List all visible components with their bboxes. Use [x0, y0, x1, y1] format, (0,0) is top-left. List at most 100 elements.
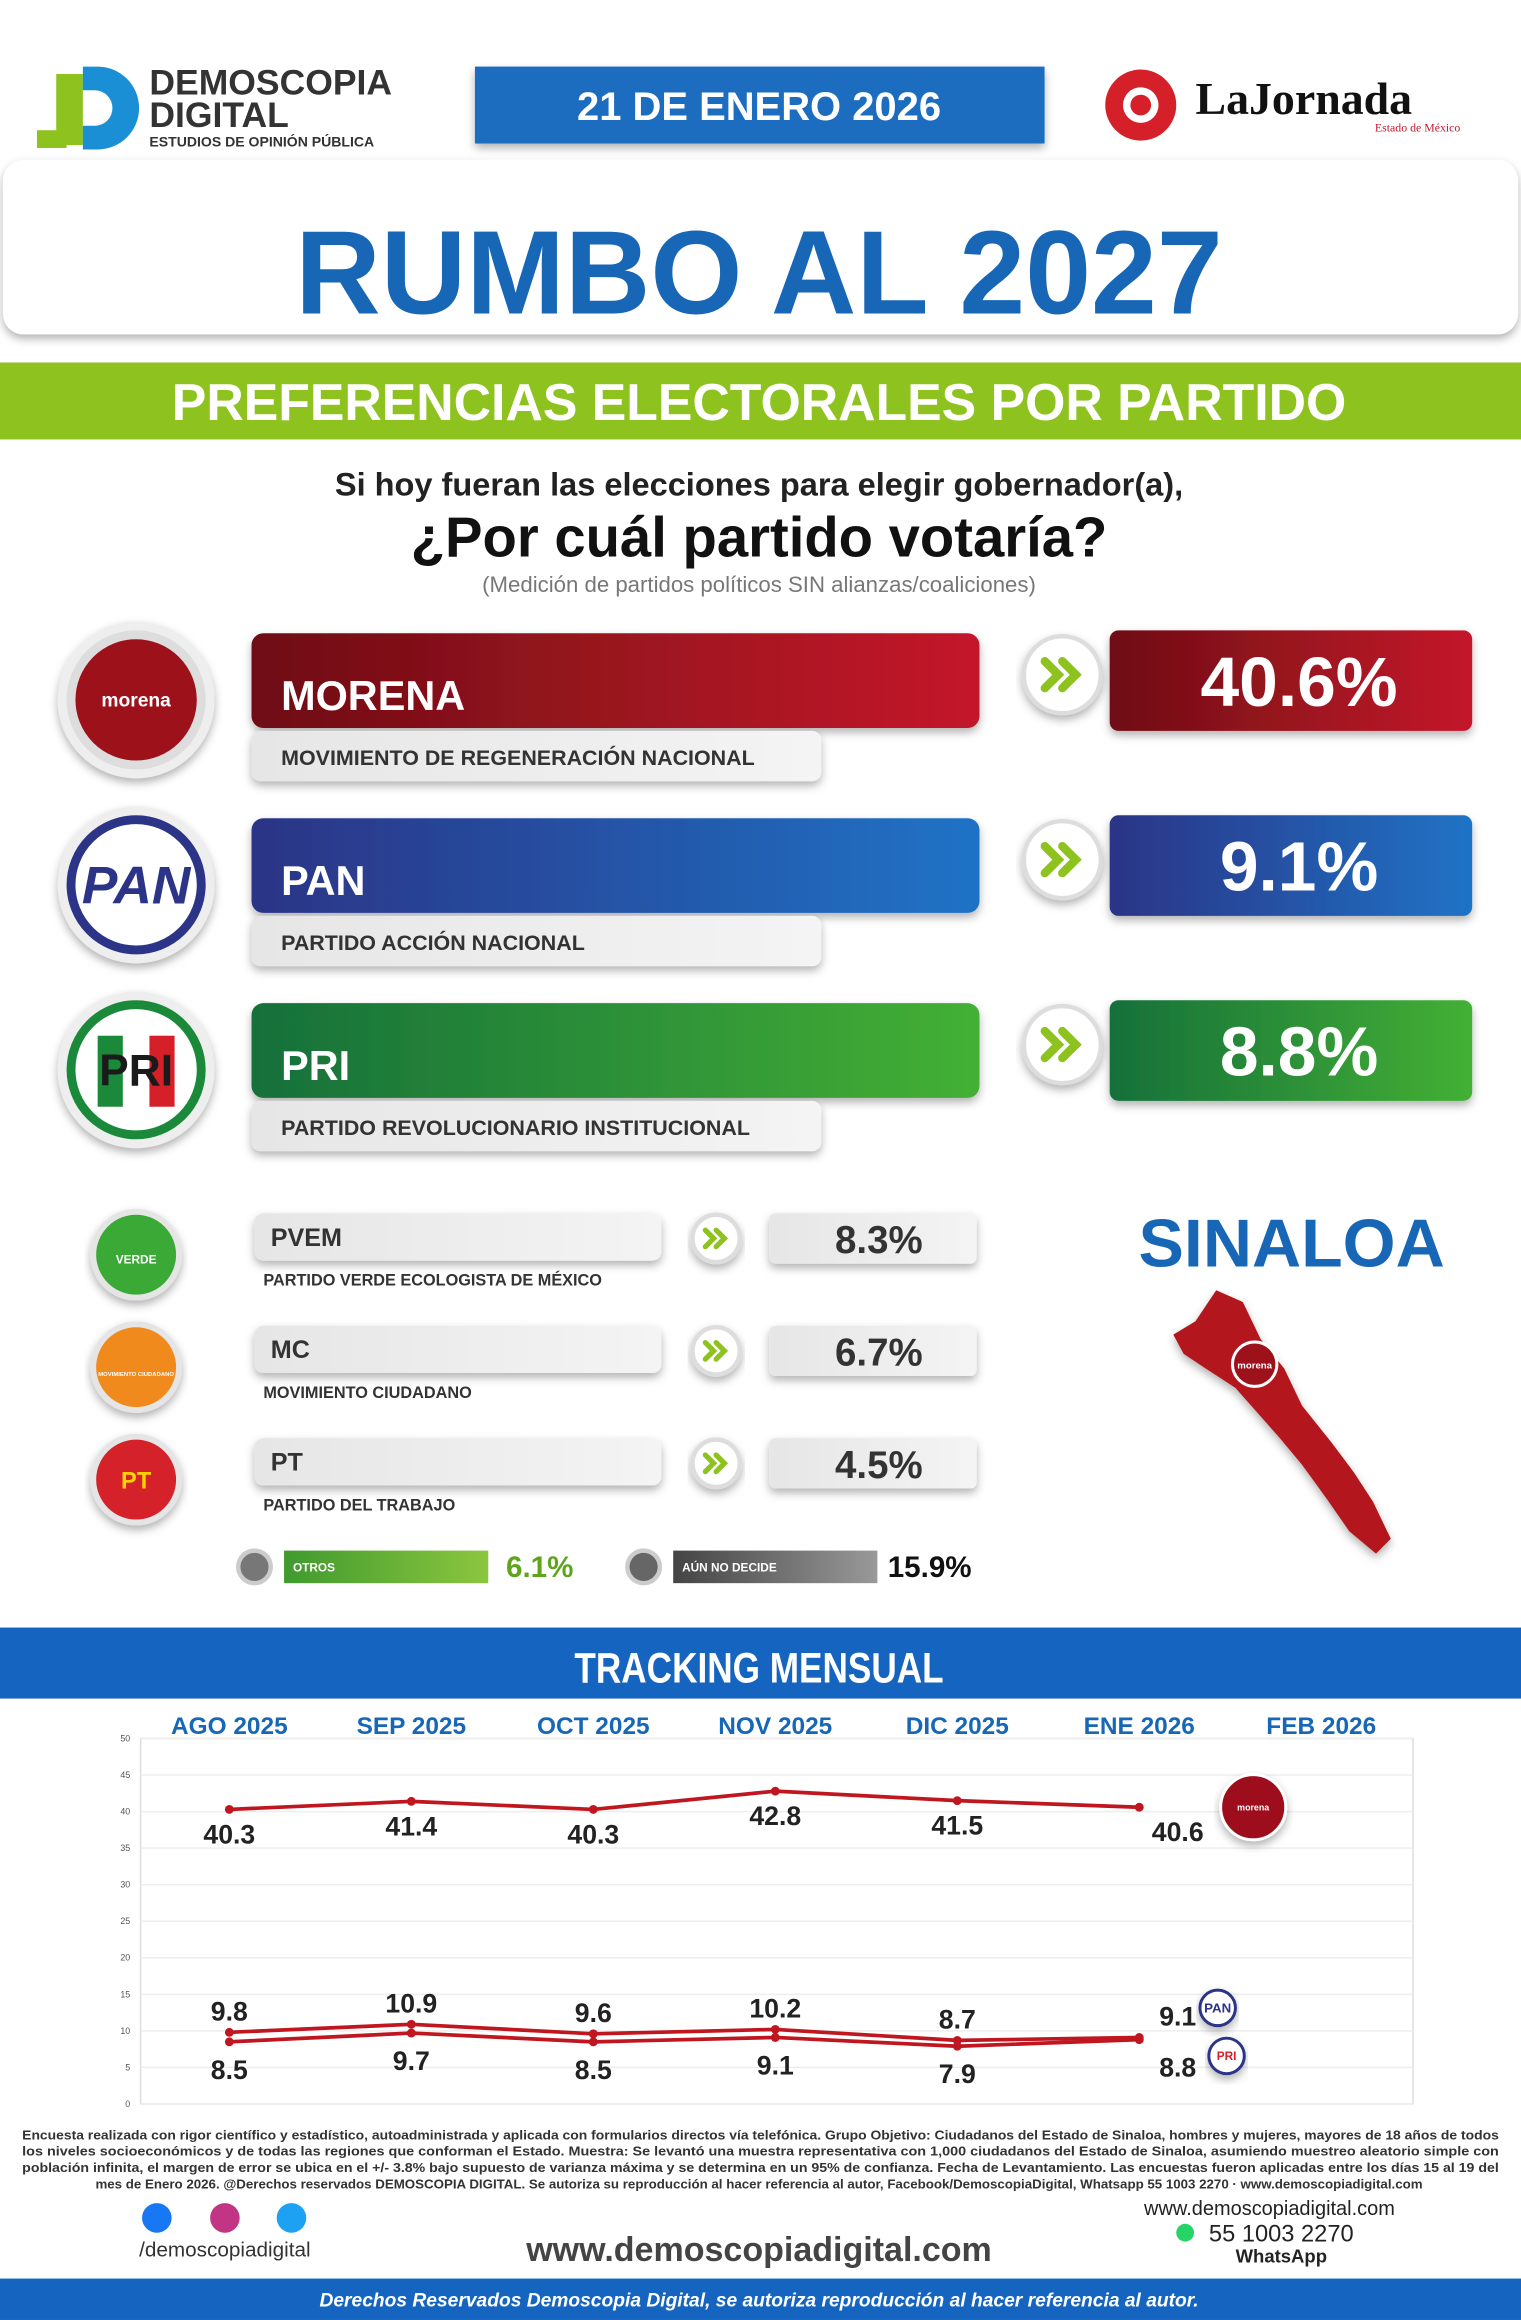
undecided-value: 15.9%: [888, 1551, 972, 1584]
website[interactable]: www.demoscopiadigital.com: [525, 2231, 992, 2269]
series-logo: [1198, 1988, 1237, 2028]
value-box: [769, 1438, 977, 1489]
party-bar: [254, 1325, 662, 1374]
party-full-name: PARTIDO VERDE ECOLOGISTA DE MÉXICO: [263, 1271, 602, 1290]
value-box: [1109, 630, 1473, 731]
party-name: PRI: [281, 1043, 350, 1089]
undecided-label: AÚN NO DECIDE: [682, 1560, 777, 1574]
others-label: OTROS: [293, 1560, 335, 1574]
party-logo: [66, 815, 206, 955]
party-bar: [254, 1438, 662, 1486]
rights: Derechos Reservados Demoscopia Digital, …: [319, 2291, 1198, 2312]
question-line1: Si hoy fueran las elecciones para elegir…: [335, 467, 1183, 503]
series-name: PRI: [1217, 2049, 1237, 2063]
methodology-line: los niveles socioeconómicos y de todas l…: [22, 2144, 1499, 2159]
y-tick-label: 50: [120, 1733, 130, 1743]
data-label: 8.7: [939, 2005, 976, 2035]
party-logo: [90, 1208, 182, 1301]
contact-website[interactable]: www.demoscopiadigital.com: [1143, 2198, 1395, 2220]
whatsapp-icon: [1176, 2223, 1195, 2242]
data-label: 40.3: [203, 1819, 255, 1849]
party-logo-text: MOVIMIENTO CIUDADANO: [98, 1372, 174, 1378]
data-label: 8.5: [575, 2055, 612, 2085]
y-tick-label: 45: [120, 1770, 130, 1780]
y-tick-label: 0: [125, 2099, 130, 2109]
data-point: [588, 2029, 598, 2039]
rights-bar: [0, 2278, 1521, 2320]
brand-line2: DIGITAL: [149, 95, 288, 135]
twitter-icon[interactable]: [276, 2203, 307, 2233]
newspaper-sub: Estado de México: [1375, 121, 1460, 135]
title: RUMBO AL 2027: [295, 208, 1222, 340]
tracking-bar: [0, 1627, 1521, 1699]
value-box: [769, 1213, 977, 1264]
x-tick-label: OCT 2025: [537, 1713, 650, 1740]
data-label: 10.2: [749, 1994, 801, 2024]
data-label: 40.3: [567, 1819, 619, 1849]
party-full-name: PARTIDO ACCIÓN NACIONAL: [281, 930, 585, 955]
y-tick-label: 15: [120, 1989, 130, 1999]
party-value: 8.8%: [1220, 1013, 1378, 1091]
party-name: PAN: [281, 858, 365, 904]
newspaper-name: LaJornada: [1195, 73, 1412, 124]
party-value: 8.3%: [835, 1219, 923, 1262]
party-full-name: PARTIDO DEL TRABAJO: [263, 1497, 455, 1515]
party-logo-text: PRI: [99, 1046, 173, 1095]
series-line: [229, 2022, 1140, 2043]
value-box: [1109, 1000, 1473, 1101]
series-name: PAN: [1204, 2001, 1231, 2016]
data-label: 9.1: [757, 2050, 794, 2080]
party-logo: [90, 1321, 182, 1414]
series-line: [229, 1789, 1140, 1812]
arrow-chevrons: [702, 1452, 729, 1475]
tracking-title: TRACKING MENSUAL: [574, 1644, 943, 1692]
series-name: morena: [1237, 1802, 1269, 1812]
data-point: [770, 2033, 780, 2042]
social-handle[interactable]: /demoscopiadigital: [139, 2238, 310, 2261]
logo-stripe: [97, 1035, 123, 1107]
party-logo: [90, 1433, 182, 1526]
undecided-bar: [673, 1550, 878, 1584]
others-value: 6.1%: [506, 1551, 573, 1584]
phone[interactable]: 55 1003 2270: [1209, 2222, 1354, 2248]
brand-tagline: ESTUDIOS DE OPINIÓN PÚBLICA: [149, 132, 374, 149]
party-bar: [251, 1003, 980, 1098]
series-line: [229, 2031, 1140, 2049]
party-fullname-box: [251, 730, 822, 782]
data-label: 9.8: [211, 1997, 248, 2027]
party-name: MC: [271, 1336, 310, 1364]
state-leader-logo: [1231, 1340, 1279, 1388]
instagram-icon[interactable]: [210, 2203, 240, 2233]
party-fullname-box: [251, 1100, 822, 1152]
party-name: PT: [271, 1449, 304, 1477]
data-label: 7.9: [939, 2059, 976, 2089]
state-map: [1173, 1290, 1391, 1554]
series-logo: [1207, 2036, 1246, 2076]
data-label: 9.1: [1159, 2002, 1196, 2032]
x-tick-label: ENE 2026: [1084, 1713, 1195, 1740]
party-logo-text: PAN: [82, 856, 192, 915]
question-line2: ¿Por cuál partido votaría?: [411, 505, 1108, 568]
tracking-chart: 0 5 10 15 20 25 30 35 40 45 50 AGO 2025 SEP 2025 OCT …: [120, 1713, 1414, 2109]
y-tick-label: 25: [120, 1916, 130, 1926]
arrow-chevrons: [1040, 1026, 1082, 1063]
data-point: [588, 1804, 598, 1814]
data-point: [224, 1804, 234, 1814]
minor-parties: VERDE PVEM PARTIDO VERDE ECOLOGISTA DE MÉX…: [90, 1208, 977, 1526]
data-label: 8.5: [211, 2055, 248, 2085]
x-tick-label: AGO 2025: [171, 1713, 288, 1740]
data-point: [224, 2027, 234, 2037]
data-point: [406, 2028, 416, 2038]
party-value: 4.5%: [835, 1444, 923, 1487]
facebook-icon[interactable]: [142, 2203, 172, 2233]
value-box: [769, 1325, 977, 1377]
x-tick-label: SEP 2025: [357, 1713, 466, 1740]
data-point: [588, 2037, 598, 2047]
undecided-icon: [625, 1548, 663, 1586]
x-tick-label: FEB 2026: [1266, 1713, 1376, 1740]
brand-line1: DEMOSCOPIA: [149, 63, 392, 103]
x-tick-label: NOV 2025: [718, 1713, 832, 1740]
y-tick-label: 5: [125, 2062, 130, 2072]
data-point: [406, 2019, 416, 2029]
